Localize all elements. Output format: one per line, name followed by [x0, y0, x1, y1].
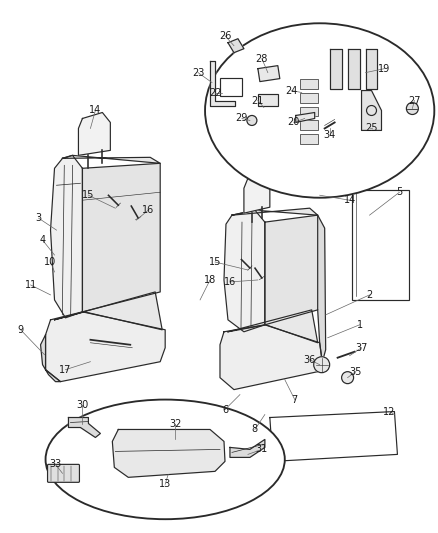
Polygon shape	[50, 155, 82, 318]
Polygon shape	[361, 91, 381, 131]
Polygon shape	[63, 155, 160, 163]
Text: 22: 22	[209, 87, 221, 98]
FancyBboxPatch shape	[48, 464, 79, 482]
Text: 8: 8	[252, 424, 258, 434]
Polygon shape	[224, 210, 265, 332]
Text: 33: 33	[49, 459, 62, 470]
Text: 14: 14	[89, 106, 102, 116]
Circle shape	[342, 372, 353, 384]
Ellipse shape	[205, 23, 434, 198]
Bar	[352, 190, 410, 300]
Text: 34: 34	[324, 131, 336, 140]
Text: 25: 25	[365, 124, 378, 133]
Text: 24: 24	[286, 86, 298, 95]
Text: 12: 12	[383, 407, 396, 416]
Polygon shape	[232, 208, 318, 215]
Polygon shape	[228, 310, 318, 343]
Bar	[300, 120, 318, 131]
Bar	[300, 93, 318, 102]
Text: 15: 15	[82, 190, 95, 200]
Text: 35: 35	[350, 367, 362, 377]
Text: 27: 27	[408, 95, 420, 106]
Text: 6: 6	[222, 405, 228, 415]
Circle shape	[406, 102, 418, 115]
Text: 21: 21	[252, 95, 264, 106]
Text: 2: 2	[367, 290, 373, 300]
Text: 36: 36	[304, 354, 316, 365]
Polygon shape	[270, 411, 397, 462]
Polygon shape	[78, 112, 110, 155]
Text: 7: 7	[292, 394, 298, 405]
Bar	[300, 78, 318, 88]
Text: 16: 16	[142, 205, 154, 215]
Polygon shape	[220, 325, 321, 390]
Text: 13: 13	[159, 479, 171, 489]
Text: 17: 17	[59, 365, 72, 375]
Polygon shape	[318, 215, 326, 372]
Text: 9: 9	[18, 325, 24, 335]
Text: 14: 14	[343, 195, 356, 205]
Text: 28: 28	[256, 54, 268, 63]
Polygon shape	[210, 61, 235, 106]
Text: 19: 19	[378, 63, 391, 74]
Polygon shape	[244, 172, 270, 213]
Polygon shape	[296, 112, 314, 123]
Polygon shape	[258, 66, 280, 82]
Circle shape	[247, 116, 257, 125]
Text: 32: 32	[169, 419, 181, 430]
Polygon shape	[348, 49, 360, 88]
Text: 30: 30	[76, 400, 88, 409]
Polygon shape	[228, 39, 244, 53]
Polygon shape	[265, 215, 318, 325]
Polygon shape	[54, 292, 162, 330]
Polygon shape	[46, 312, 165, 382]
Ellipse shape	[46, 400, 285, 519]
Text: 26: 26	[219, 31, 231, 41]
Polygon shape	[330, 49, 342, 88]
Text: 1: 1	[357, 320, 363, 330]
Text: 18: 18	[204, 275, 216, 285]
Text: 37: 37	[355, 343, 368, 353]
Bar	[300, 107, 318, 117]
Polygon shape	[112, 430, 225, 478]
Polygon shape	[41, 335, 60, 382]
Text: 15: 15	[209, 257, 221, 267]
Polygon shape	[366, 49, 378, 88]
Text: 10: 10	[44, 257, 57, 267]
Polygon shape	[230, 439, 265, 457]
Text: 11: 11	[25, 280, 37, 290]
Text: 20: 20	[288, 117, 300, 127]
Polygon shape	[82, 163, 160, 312]
Text: 23: 23	[192, 68, 204, 78]
Text: 5: 5	[396, 187, 403, 197]
Text: 4: 4	[39, 235, 46, 245]
Text: 16: 16	[224, 277, 236, 287]
Polygon shape	[68, 417, 100, 438]
Text: 3: 3	[35, 213, 42, 223]
Circle shape	[314, 357, 330, 373]
Text: 29: 29	[236, 114, 248, 124]
Bar	[220, 78, 242, 95]
Text: 31: 31	[256, 445, 268, 455]
Bar	[258, 94, 278, 106]
Bar	[300, 134, 318, 144]
